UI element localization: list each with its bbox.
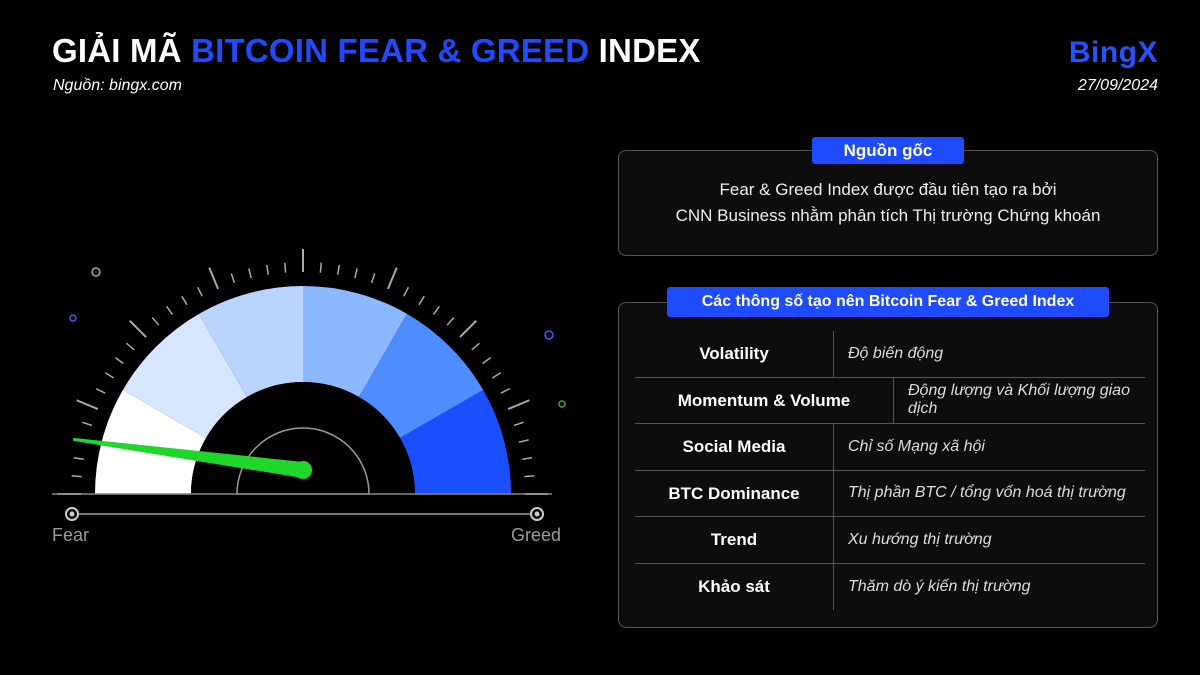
gauge-tick (387, 267, 398, 290)
gauge-segment (122, 313, 247, 438)
param-description: Chỉ số Mạng xã hội (848, 437, 985, 455)
gauge-tick (265, 264, 270, 275)
gauge-tick (95, 388, 106, 394)
title-accent: BITCOIN FEAR & GREED (191, 32, 590, 69)
gauge-tick (129, 320, 147, 338)
gauge-tick (354, 268, 358, 279)
param-name: Trend (635, 517, 834, 563)
gauge-tick (248, 268, 252, 279)
gauge-tick (197, 286, 203, 297)
decor-circle (558, 400, 566, 408)
gauge-tick (370, 273, 376, 284)
param-name: Khảo sát (635, 563, 834, 610)
table-row: Khảo sát Thăm dò ý kiến thị trường (635, 563, 1145, 610)
origin-heading: Nguồn gốc (812, 137, 964, 164)
gauge-tick (126, 342, 135, 351)
fear-greed-gauge (52, 249, 566, 521)
origin-line-1: Fear & Greed Index được đầu tiên tạo ra … (719, 180, 1057, 199)
decor-circle (69, 314, 77, 322)
gauge-tick (459, 320, 477, 338)
date-text: 27/09/2024 (1077, 77, 1158, 94)
scale-end-center (534, 511, 540, 517)
needle-hub (294, 461, 312, 479)
gauge-tick (471, 342, 480, 351)
gauge-segment (199, 286, 303, 398)
gauge-tick (336, 264, 341, 275)
gauge-needle (72, 437, 305, 478)
greed-label: Greed (511, 525, 562, 545)
gauge-tick (522, 456, 533, 461)
table-row: Volatility Độ biến động (635, 331, 1145, 378)
bingx-logo: BingX (1068, 36, 1158, 69)
gauge-tick (73, 456, 84, 461)
table-row: Trend Xu hướng thị trường (635, 517, 1145, 564)
table-row: Momentum & Volume Động lượng và Khối lượn… (635, 377, 1145, 424)
gauge-tick (518, 439, 529, 443)
fear-label: Fear (52, 525, 90, 545)
param-description: Thăm dò ý kiến thị trường (848, 577, 1031, 595)
gauge-tick (491, 372, 502, 379)
gauge-tick (319, 262, 322, 273)
gauge-tick (500, 388, 511, 394)
decor-circle (91, 267, 101, 277)
params-box: Volatility Độ biến động Momentum & Volume Đ… (618, 302, 1158, 628)
gauge-tick (208, 267, 219, 290)
gauge-tick (181, 295, 188, 306)
gauge-tick (507, 399, 530, 410)
table-row: Social Media Chỉ số Mạng xã hội (635, 424, 1145, 471)
decor-circle (544, 330, 554, 340)
gauge-segment (399, 390, 511, 494)
gauge-tick (71, 475, 82, 478)
gauge-tick (114, 357, 124, 365)
gauge-tick (76, 399, 99, 410)
param-name: Momentum & Volume (635, 377, 894, 423)
gauge-tick (418, 295, 425, 306)
params-heading: Các thông số tạo nên Bitcoin Fear & Gree… (667, 287, 1109, 317)
gauge-tick (446, 317, 455, 326)
gauge-tick (513, 421, 524, 427)
gauge-tick (482, 357, 492, 365)
param-description: Độ biến động (848, 344, 944, 362)
title-prefix: GIẢI MÃ (52, 32, 182, 69)
param-name: Social Media (635, 424, 834, 470)
origin-description: Fear & Greed Index được đầu tiên tạo ra … (619, 177, 1157, 229)
page-title: GIẢI MÃ BITCOIN FEAR & GREED INDEX (52, 32, 701, 70)
gauge-segment (95, 390, 207, 494)
gauge-segment (303, 286, 407, 398)
param-description: Xu hướng thị trường (848, 530, 992, 548)
param-description: Thị phần BTC / tổng vốn hoá thị trường (848, 484, 1126, 502)
source-text: Nguồn: bingx.com (53, 77, 182, 94)
gauge-tick (284, 262, 287, 273)
table-row: BTC Dominance Thị phần BTC / tổng vốn hoá… (635, 470, 1145, 517)
param-name: Volatility (635, 331, 834, 377)
gauge-tick (403, 286, 409, 297)
gauge-tick (524, 475, 535, 478)
params-table: Volatility Độ biến động Momentum & Volume Đ… (635, 331, 1145, 610)
scale-start-center (69, 511, 75, 517)
gauge-tick (151, 317, 160, 326)
gauge-tick (230, 273, 236, 284)
title-suffix: INDEX (598, 32, 701, 69)
origin-box: Fear & Greed Index được đầu tiên tạo ra … (618, 150, 1158, 256)
param-description: Động lượng và Khối lượng giao dịch (908, 382, 1130, 418)
gauge-tick (104, 372, 115, 379)
gauge-tick (432, 305, 440, 315)
gauge-segments (95, 286, 511, 494)
gauge-tick (166, 305, 174, 315)
gauge-segment (359, 313, 484, 438)
param-name: BTC Dominance (635, 470, 834, 516)
gauge-tick (82, 421, 93, 427)
origin-line-2: CNN Business nhằm phân tích Thị trường C… (675, 206, 1101, 225)
